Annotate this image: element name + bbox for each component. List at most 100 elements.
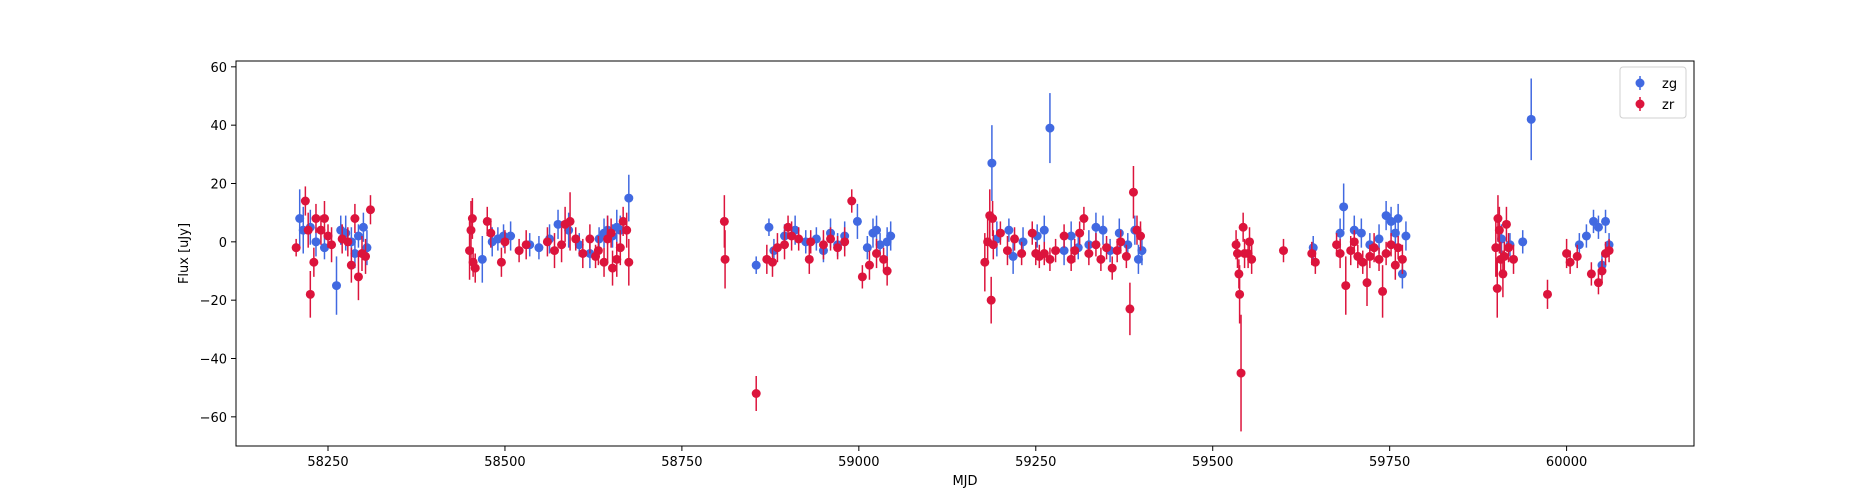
zr-data-point: [1045, 254, 1055, 264]
zr-data-point: [1070, 246, 1080, 256]
zr-data-point: [1597, 266, 1607, 276]
zg-legend-label: zg: [1662, 77, 1677, 92]
zg-data-point: [872, 225, 882, 235]
zr-data-point: [521, 240, 531, 250]
zg-data-point: [332, 281, 342, 291]
zr-legend-label: zr: [1662, 98, 1675, 113]
zr-data-point: [1017, 249, 1027, 258]
zg-data-point: [1066, 231, 1076, 241]
zr-data-point: [606, 228, 616, 238]
zr-points: [291, 187, 1614, 398]
zr-data-point: [622, 225, 632, 235]
zr-data-point: [1079, 214, 1089, 223]
zr-data-point: [624, 257, 634, 267]
zr-data-point: [995, 228, 1005, 238]
zr-legend-marker: [1635, 99, 1645, 109]
zr-data-point: [1386, 240, 1396, 250]
zr-data-point: [1125, 304, 1135, 314]
zr-data-point: [1378, 286, 1388, 296]
zr-data-point: [1136, 231, 1146, 241]
zr-data-point: [1393, 243, 1403, 253]
zr-data-point: [1565, 257, 1575, 267]
zr-data-point: [1492, 284, 1502, 293]
axes-frame: [235, 60, 1695, 447]
zg-data-point: [1335, 228, 1345, 238]
zr-data-point: [612, 254, 622, 264]
zg-data-point: [987, 158, 997, 168]
zr-data-point: [1593, 278, 1603, 288]
zr-data-point: [720, 254, 730, 264]
zr-data-point: [1075, 228, 1085, 238]
zr-data-point: [1051, 246, 1061, 256]
zg-data-point: [862, 243, 872, 253]
zg-data-point: [1091, 222, 1101, 232]
zr-data-point: [305, 289, 315, 299]
zg-data-point: [353, 231, 363, 241]
zr-data-point: [1278, 246, 1288, 256]
zg-legend-marker: [1635, 78, 1645, 88]
x-tick-label: 59000: [838, 455, 879, 470]
zr-data-point: [571, 234, 581, 244]
zr-data-point: [1335, 249, 1345, 258]
zr-data-point: [986, 295, 996, 305]
zr-data-point: [1247, 254, 1257, 264]
zr-data-point: [1066, 254, 1076, 264]
zr-data-point: [787, 231, 797, 241]
zg-data-point: [553, 219, 563, 229]
zg-data-point: [852, 216, 862, 226]
zr-data-point: [806, 237, 816, 247]
zr-data-point: [343, 237, 353, 247]
x-axis-ticks: 58250 58500 58750 59000 59250 59500 59750 60000: [307, 446, 1587, 470]
zr-data-point: [1128, 187, 1138, 197]
zr-data-point: [1381, 249, 1391, 258]
zr-data-point: [794, 234, 804, 244]
zg-data-point: [1114, 228, 1124, 238]
zr-data-point: [1096, 254, 1106, 264]
zr-data-point: [1010, 234, 1020, 244]
zg-data-point: [624, 193, 634, 203]
zr-data-point: [346, 260, 356, 270]
zr-data-point: [1498, 269, 1508, 279]
zr-data-point: [1238, 222, 1248, 232]
zg-data-point: [1374, 234, 1384, 244]
x-tick-label: 59750: [1369, 455, 1410, 470]
zr-data-point: [467, 214, 477, 223]
zr-data-point: [1234, 269, 1244, 279]
zg-data-point: [1137, 246, 1147, 256]
zr-data-point: [988, 214, 998, 223]
zg-data-point: [295, 214, 305, 223]
zr-data-point: [1586, 269, 1596, 279]
zr-data-point: [1112, 246, 1122, 256]
zr-data-point: [780, 240, 790, 250]
zr-data-point: [882, 266, 892, 276]
y-tick-label: −60: [200, 411, 227, 426]
zg-data-point: [1039, 225, 1049, 235]
zr-data-point: [615, 243, 625, 253]
zg-data-point: [1390, 228, 1400, 238]
zr-data-point: [361, 251, 371, 261]
zr-data-point: [300, 196, 310, 206]
zr-data-point: [818, 240, 828, 250]
zr-data-point: [767, 257, 777, 267]
zr-data-point: [578, 249, 588, 258]
zg-data-point: [1059, 246, 1069, 256]
zg-data-point: [1133, 254, 1143, 264]
plot-area: [291, 78, 1614, 432]
zr-data-point: [1039, 249, 1049, 258]
zr-data-point: [719, 216, 729, 226]
zr-data-point: [1346, 246, 1356, 256]
zr-data-point: [350, 214, 360, 223]
zr-data-point: [980, 257, 990, 267]
zg-data-point: [1339, 202, 1349, 212]
zr-data-point: [864, 260, 874, 270]
y-tick-label: 0: [219, 236, 227, 251]
zr-data-point: [1236, 368, 1246, 378]
zg-data-point: [534, 243, 544, 253]
zr-data-point: [1542, 289, 1552, 299]
legend-box: [1619, 66, 1687, 119]
zg-data-point: [350, 249, 360, 258]
zg-data-point: [319, 243, 329, 253]
zr-data-point: [1102, 243, 1112, 253]
zr-data-point: [327, 240, 337, 250]
x-tick-label: 58250: [307, 455, 348, 470]
